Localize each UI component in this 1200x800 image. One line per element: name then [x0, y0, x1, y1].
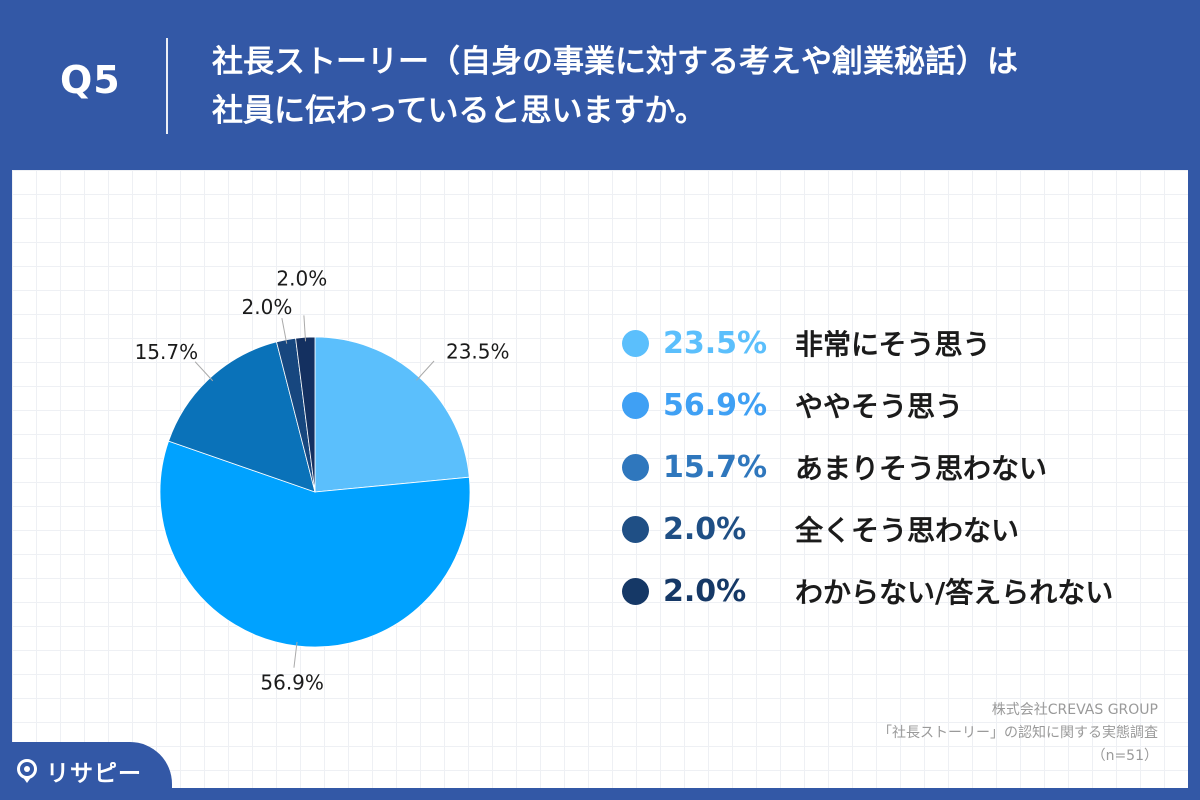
source-note: 株式会社CREVAS GROUP 「社長ストーリー」の認知に関する実態調査 （n…: [878, 699, 1158, 768]
pie-chart: 23.5% 56.9% 15.7% 2.0% 2.0%: [135, 266, 510, 694]
question-title: 社長ストーリー（自身の事業に対する考えや創業秘話）は 社員に伝わっていると思いま…: [212, 38, 1172, 136]
legend-label: 全くそう思わない: [795, 514, 1020, 547]
legend-item-not-at-all: 2.0% 全くそう思わない: [622, 498, 1182, 560]
leader-line-4: [281, 318, 288, 344]
leader-line-5: [303, 315, 307, 342]
data-label-4: 2.0%: [242, 295, 293, 319]
legend: 23.5% 非常にそう思う 56.9% ややそう思う 15.7% あまりそう思わ…: [622, 312, 1182, 622]
leader-line-2: [293, 641, 298, 668]
legend-percent: 23.5%: [663, 325, 768, 361]
legend-percent: 2.0%: [663, 511, 747, 547]
legend-label: わからない/答えられない: [795, 576, 1114, 609]
brand-logo: リサピー: [0, 742, 172, 800]
legend-dot: [622, 453, 649, 481]
source-company: 株式会社CREVAS GROUP: [991, 702, 1158, 718]
legend-percent: 2.0%: [663, 573, 747, 609]
pie-data-labels: 23.5% 56.9% 15.7% 2.0% 2.0%: [135, 266, 510, 694]
legend-dot: [622, 329, 649, 357]
brand-name: リサピー: [46, 761, 142, 787]
legend-item-not-really: 15.7% あまりそう思わない: [622, 436, 1182, 498]
header: Q5 社長ストーリー（自身の事業に対する考えや創業秘話）は 社員に伝わっていると…: [0, 0, 1200, 170]
legend-label: ややそう思う: [795, 390, 964, 423]
legend-item-somewhat: 56.9% ややそう思う: [622, 374, 1182, 436]
leader-line-1: [416, 360, 435, 381]
legend-label: 非常にそう思う: [795, 328, 991, 361]
pin-logo-icon: [17, 759, 37, 783]
leader-line-3: [194, 361, 214, 382]
data-label-3: 15.7%: [135, 340, 199, 364]
legend-item-very-much: 23.5% 非常にそう思う: [622, 312, 1182, 374]
legend-item-dont-know: 2.0% わからない/答えられない: [622, 560, 1182, 622]
legend-dot: [622, 391, 649, 419]
legend-dot: [622, 577, 649, 605]
legend-label: あまりそう思わない: [795, 452, 1048, 485]
question-number: Q5: [60, 58, 121, 102]
source-sample-size: （n=51）: [1091, 748, 1158, 764]
question-title-line-1: 社長ストーリー（自身の事業に対する考えや創業秘話）は: [212, 44, 1018, 80]
pie-slices: [159, 336, 471, 648]
question-title-line-2: 社員に伝わっていると思いますか。: [212, 93, 706, 129]
data-label-5: 2.0%: [276, 266, 327, 290]
legend-dot: [622, 515, 649, 543]
source-survey: 「社長ストーリー」の認知に関する実態調査: [878, 725, 1158, 741]
data-label-2: 56.9%: [260, 671, 324, 695]
header-divider: [166, 38, 168, 134]
legend-percent: 15.7%: [663, 449, 768, 485]
legend-percent: 56.9%: [663, 387, 768, 423]
chart-panel: 23.5% 56.9% 15.7% 2.0% 2.0% 23.5% 非常にそう思う 56…: [12, 170, 1188, 788]
data-label-1: 23.5%: [446, 339, 510, 363]
